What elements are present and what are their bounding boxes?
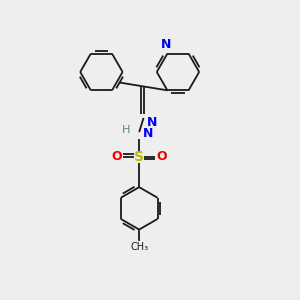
Text: N: N — [161, 38, 171, 51]
Text: N: N — [147, 116, 158, 129]
Text: N: N — [143, 127, 153, 140]
Text: H: H — [122, 125, 130, 135]
Text: CH₃: CH₃ — [130, 242, 148, 252]
Text: S: S — [134, 150, 144, 164]
Text: O: O — [157, 150, 167, 163]
Text: O: O — [111, 150, 122, 163]
